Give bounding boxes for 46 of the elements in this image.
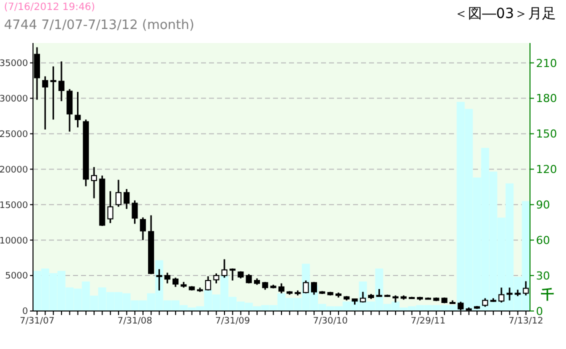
y2-tick-label: 0 (536, 304, 543, 318)
y2-tick-label: 210 (536, 56, 557, 70)
x-tick-label: 7/30/10 (313, 316, 348, 326)
candlestick (115, 179, 122, 208)
y-tick-label: 10000 (0, 236, 28, 246)
candlestick (506, 286, 513, 302)
y-tick-label: 25000 (0, 130, 28, 140)
candlestick (246, 273, 252, 284)
y2-axis-title: 千 (540, 287, 554, 303)
candlestick (91, 166, 98, 200)
candlestick (172, 276, 179, 288)
candlestick (213, 272, 220, 284)
candlestick (124, 188, 130, 210)
x-tick-label: 7/13/12 (508, 316, 544, 326)
x-tick-label: 7/29/11 (410, 316, 446, 326)
y2-tick-label: 120 (536, 163, 557, 176)
y-tick-label: 15000 (0, 200, 28, 211)
candlestick (66, 88, 73, 132)
candlestick (522, 280, 529, 296)
y-tick-label: 0 (22, 307, 28, 318)
y2-tick-label: 90 (536, 198, 550, 212)
x-tick-label: 7/31/07 (20, 316, 54, 326)
candlestick (164, 272, 170, 284)
chart-title: 4744 7/1/07-7/13/12 (month) (4, 18, 194, 33)
y2-tick-label: 150 (536, 128, 557, 141)
candlestick (107, 190, 114, 224)
y-tick-label: 5000 (5, 272, 28, 282)
candlestick (58, 60, 64, 102)
y2-tick-label: 60 (536, 234, 550, 248)
chart-subtitle: ＜図―03＞月足 (454, 5, 556, 23)
candlestick (42, 76, 48, 130)
y-tick-label: 20000 (0, 165, 28, 176)
y2-tick-label: 30 (536, 269, 550, 282)
y-tick-label: 30000 (0, 94, 28, 104)
y2-tick-label: 180 (536, 92, 557, 106)
candlestick (140, 216, 146, 241)
candlestick (498, 286, 504, 304)
y-tick-label: 35000 (0, 59, 28, 70)
text: (7/16/2012 19:46) (4, 2, 96, 13)
candlestick (74, 91, 81, 128)
candlestick (50, 66, 56, 120)
candlestick (230, 268, 236, 282)
candlestick (132, 200, 138, 225)
candlestick (302, 280, 309, 294)
x-tick-label: 7/31/08 (117, 316, 152, 326)
x-tick-label: 7/31/09 (215, 316, 250, 326)
